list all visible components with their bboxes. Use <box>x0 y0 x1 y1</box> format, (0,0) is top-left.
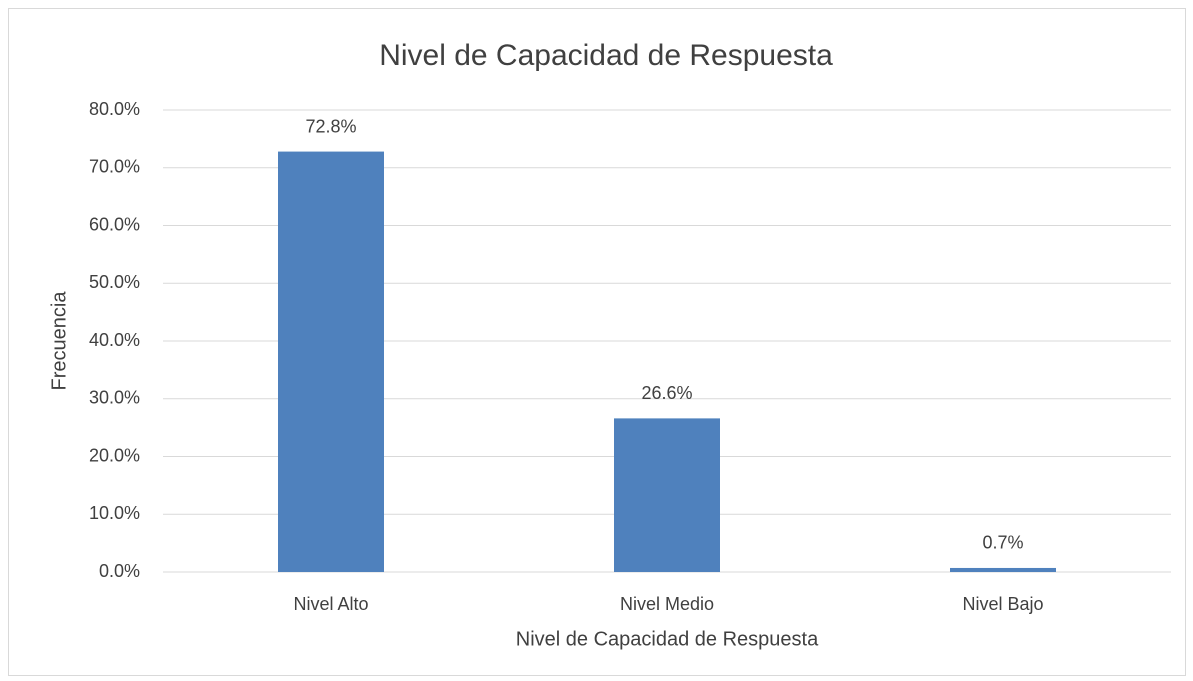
chart-title: Nivel de Capacidad de Respuesta <box>379 39 833 72</box>
bar <box>614 418 720 572</box>
y-tick-label: 30.0% <box>89 388 140 408</box>
chart-border <box>8 8 1186 676</box>
y-tick-label: 80.0% <box>89 99 140 119</box>
y-tick-label: 60.0% <box>89 214 140 234</box>
y-tick-label: 20.0% <box>89 445 140 465</box>
x-tick-label: Nivel Alto <box>293 594 368 614</box>
bar <box>950 567 1056 572</box>
value-label: 72.8% <box>305 116 356 136</box>
y-tick-label: 0.0% <box>99 561 140 581</box>
value-label: 26.6% <box>641 383 692 403</box>
bar <box>278 151 384 572</box>
y-tick-label: 40.0% <box>89 330 140 350</box>
x-tick-label: Nivel Bajo <box>962 594 1043 614</box>
y-tick-label: 10.0% <box>89 503 140 523</box>
value-label: 0.7% <box>982 533 1023 553</box>
y-tick-label: 70.0% <box>89 157 140 177</box>
y-axis-title: Frecuencia <box>48 291 70 391</box>
x-axis-title: Nivel de Capacidad de Respuesta <box>516 628 819 650</box>
y-tick-label: 50.0% <box>89 272 140 292</box>
x-tick-label: Nivel Medio <box>620 594 714 614</box>
